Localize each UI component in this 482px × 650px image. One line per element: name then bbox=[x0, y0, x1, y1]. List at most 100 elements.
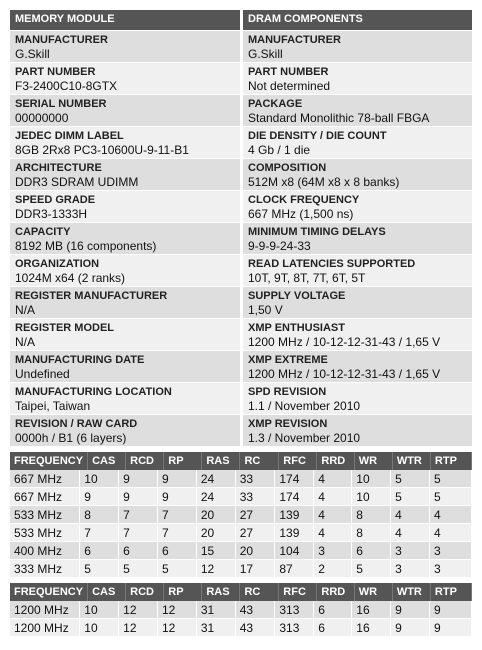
field-row: REVISION / RAW CARD 0000h / B1 (6 layers) bbox=[10, 415, 240, 446]
field-label: JEDEC DIMM LABEL bbox=[15, 130, 124, 142]
timing-row: 1200 MHz 10 12 12 31 43 313 6 16 9 9 bbox=[10, 619, 473, 637]
timing-cell: 7 bbox=[158, 506, 197, 523]
field-value: 667 MHz (1,500 ns) bbox=[248, 207, 354, 221]
field-value: N/A bbox=[15, 335, 36, 349]
field-value: 4 Gb / 1 die bbox=[248, 143, 311, 157]
field-row: MANUFACTURER G.Skill bbox=[10, 31, 240, 62]
field-row: SPEED GRADE DDR3-1333H bbox=[10, 191, 240, 222]
timing-cell: 5 bbox=[119, 560, 158, 577]
timing-cell: 5 bbox=[430, 470, 473, 487]
timing-cell: 104 bbox=[275, 542, 315, 559]
field-row: SUPPLY VOLTAGE 1,50 V bbox=[243, 287, 472, 318]
timing-cell: 3 bbox=[430, 542, 473, 559]
column-header: RC bbox=[240, 583, 280, 601]
timing-cell: 4 bbox=[430, 506, 473, 523]
field-row: MANUFACTURING DATE Undefined bbox=[10, 351, 240, 382]
timing-cell: 15 bbox=[197, 542, 236, 559]
timing-cell: 667 MHz bbox=[10, 470, 81, 487]
timing-row: 533 MHz 7 7 7 20 27 139 4 8 4 4 bbox=[10, 524, 473, 542]
timing-cell: 5 bbox=[391, 488, 431, 505]
timing-cell: 10 bbox=[352, 470, 392, 487]
timing-cell: 87 bbox=[275, 560, 315, 577]
field-row: XMP REVISION 1.3 / November 2010 bbox=[243, 415, 472, 446]
timing-cell: 4 bbox=[430, 524, 473, 541]
timing-cell: 5 bbox=[80, 560, 120, 577]
field-value: 1200 MHz / 10-12-12-31-43 / 1,65 V bbox=[248, 367, 441, 381]
timing-cell: 3 bbox=[391, 560, 431, 577]
timing-cell: 9 bbox=[158, 470, 197, 487]
timing-row: 1200 MHz 10 12 12 31 43 313 6 16 9 9 bbox=[10, 601, 473, 619]
timing-cell: 12 bbox=[158, 601, 197, 618]
timing-cell: 2 bbox=[314, 560, 353, 577]
timing-row: 667 MHz 9 9 9 24 33 174 4 10 5 5 bbox=[10, 488, 473, 506]
timing-cell: 8 bbox=[80, 506, 120, 523]
field-label: REVISION / RAW CARD bbox=[15, 418, 138, 430]
column-header: FREQUENCY bbox=[10, 452, 89, 470]
field-label: REGISTER MODEL bbox=[15, 322, 115, 334]
timing-cell: 174 bbox=[275, 488, 315, 505]
column-header: RP bbox=[164, 452, 203, 470]
timing-cell: 1200 MHz bbox=[10, 601, 81, 618]
field-row: PACKAGE Standard Monolithic 78-ball FBGA bbox=[243, 95, 472, 126]
timing-cell: 3 bbox=[391, 542, 431, 559]
field-row: MANUFACTURER G.Skill bbox=[243, 31, 472, 62]
timing-cell: 139 bbox=[275, 506, 315, 523]
field-label: MINIMUM TIMING DELAYS bbox=[248, 226, 386, 238]
timing-cell: 33 bbox=[236, 470, 276, 487]
field-row: MINIMUM TIMING DELAYS 9-9-9-24-33 bbox=[243, 223, 472, 254]
field-label: ARCHITECTURE bbox=[15, 162, 102, 174]
column-header: CAS bbox=[88, 583, 127, 601]
timing-cell: 9 bbox=[80, 488, 120, 505]
field-label: READ LATENCIES SUPPORTED bbox=[248, 258, 416, 270]
timing-cell: 10 bbox=[80, 601, 120, 618]
timing-cell: 5 bbox=[430, 488, 473, 505]
timing-cell: 9 bbox=[119, 488, 158, 505]
timing-cell: 333 MHz bbox=[10, 560, 81, 577]
timing-cell: 313 bbox=[275, 619, 315, 636]
timing-header-row: FREQUENCY CAS RCD RP RAS RC RFC RRD WR WTR RTP bbox=[10, 452, 473, 470]
timing-cell: 6 bbox=[80, 542, 120, 559]
field-value: 00000000 bbox=[15, 111, 69, 125]
timing-cell: 16 bbox=[352, 619, 392, 636]
field-label: CLOCK FREQUENCY bbox=[248, 194, 360, 206]
field-row: SPD REVISION 1.1 / November 2010 bbox=[243, 383, 472, 414]
field-row: ARCHITECTURE DDR3 SDRAM UDIMM bbox=[10, 159, 240, 190]
timing-cell: 4 bbox=[314, 470, 353, 487]
section-header: MEMORY MODULE bbox=[10, 10, 240, 30]
field-row: READ LATENCIES SUPPORTED 10T, 9T, 8T, 7T,… bbox=[243, 255, 472, 286]
column-header: WR bbox=[354, 452, 393, 470]
timing-cell: 3 bbox=[314, 542, 353, 559]
field-value: Undefined bbox=[15, 367, 70, 381]
field-row: SERIAL NUMBER 00000000 bbox=[10, 95, 240, 126]
timing-cell: 1200 MHz bbox=[10, 619, 81, 636]
timing-cell: 27 bbox=[236, 524, 276, 541]
field-value: Standard Monolithic 78-ball FBGA bbox=[248, 111, 430, 125]
timing-cell: 16 bbox=[352, 601, 392, 618]
field-row: XMP ENTHUSIAST 1200 MHz / 10-12-12-31-43 … bbox=[243, 319, 472, 350]
timing-cell: 5 bbox=[158, 560, 197, 577]
timing-cell: 17 bbox=[236, 560, 276, 577]
column-header: RCD bbox=[126, 452, 165, 470]
timing-cell: 10 bbox=[80, 470, 120, 487]
field-value: 1200 MHz / 10-12-12-31-43 / 1,65 V bbox=[248, 335, 441, 349]
field-row: XMP EXTREME 1200 MHz / 10-12-12-31-43 / 1… bbox=[243, 351, 472, 382]
timing-cell: 10 bbox=[80, 619, 120, 636]
timing-cell: 5 bbox=[391, 470, 431, 487]
timing-cell: 27 bbox=[236, 506, 276, 523]
field-label: MANUFACTURING LOCATION bbox=[15, 386, 172, 398]
field-label: DIE DENSITY / DIE COUNT bbox=[248, 130, 387, 142]
column-header: RFC bbox=[279, 583, 318, 601]
column-header: CAS bbox=[88, 452, 127, 470]
field-value: 1.1 / November 2010 bbox=[248, 399, 361, 413]
timing-cell: 533 MHz bbox=[10, 524, 81, 541]
field-row: JEDEC DIMM LABEL 8GB 2Rx8 PC3-10600U-9-11… bbox=[10, 127, 240, 158]
field-label: XMP ENTHUSIAST bbox=[248, 322, 345, 334]
timing-cell: 24 bbox=[197, 488, 236, 505]
timing-cell: 43 bbox=[236, 619, 276, 636]
field-row: DIE DENSITY / DIE COUNT 4 Gb / 1 die bbox=[243, 127, 472, 158]
column-header: RAS bbox=[202, 452, 241, 470]
field-label: PACKAGE bbox=[248, 98, 303, 110]
field-label: MANUFACTURER bbox=[248, 34, 341, 46]
field-label: SUPPLY VOLTAGE bbox=[248, 290, 346, 302]
